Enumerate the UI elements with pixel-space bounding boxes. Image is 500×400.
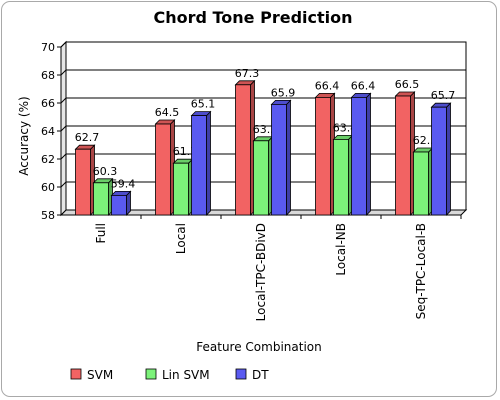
bar-top (394, 91, 416, 97)
bar-svm (315, 97, 331, 216)
bar-svm (155, 123, 171, 216)
y-tick-label: 58 (41, 209, 55, 222)
legend-label: SVM (87, 368, 113, 382)
plot-area: 5860626466687062.760.359.4Full64.561.765… (41, 40, 468, 321)
bar-dt (111, 194, 127, 216)
data-label: 62.7 (75, 131, 100, 144)
bar-svm (75, 148, 91, 216)
x-category-label: Full (94, 223, 108, 244)
bar-top (332, 134, 354, 140)
bar-top (234, 80, 256, 86)
bar-top (154, 119, 176, 125)
y-tick-label: 70 (41, 41, 55, 54)
data-label: 65.7 (431, 89, 456, 102)
bar-side (286, 99, 291, 216)
bar-side (446, 102, 451, 216)
legend-label: DT (252, 368, 269, 382)
bar-lin-svm (413, 151, 429, 216)
data-label: 60.3 (93, 165, 118, 178)
data-label: 64.5 (155, 106, 180, 119)
bar-top (190, 111, 212, 116)
legend-swatch-dt (235, 368, 247, 380)
bar-top (92, 178, 114, 184)
bar-top (314, 93, 336, 98)
legend-swatch-lin-svm (145, 368, 157, 380)
legend-swatch-svm (70, 368, 82, 380)
x-category-label: Local (174, 223, 188, 254)
chart-title: Chord Tone Prediction (153, 8, 352, 27)
bar-side (206, 110, 211, 216)
data-label: 65.1 (191, 98, 216, 111)
bar-dt (431, 106, 447, 216)
bar-top (172, 158, 194, 164)
bar-svm (395, 95, 411, 216)
y-tick-label: 64 (41, 125, 55, 138)
gridline-depth (60, 181, 67, 188)
x-category-label: Seq-TPC-Local-B (414, 223, 428, 319)
gridline-depth (60, 153, 67, 160)
bar-top (430, 102, 452, 108)
x-category-label: Local-NB (334, 223, 348, 276)
legend: SVM Lin SVM DT (70, 368, 269, 382)
data-label: 66.4 (315, 79, 340, 92)
bar-dt (191, 115, 207, 216)
bar-side (366, 92, 371, 216)
y-tick-label: 68 (41, 69, 55, 82)
x-axis-title: Feature Combination (196, 340, 321, 354)
bar-lin-svm (333, 138, 349, 216)
bar-top (74, 144, 96, 150)
data-label: 67.3 (235, 67, 260, 80)
bar-lin-svm (173, 162, 189, 216)
bar-dt (351, 97, 367, 216)
y-tick-label: 66 (41, 97, 55, 110)
x-category-label: Local-TPC-BDivD (254, 223, 268, 321)
bar-lin-svm (93, 182, 109, 216)
bar-top (412, 147, 434, 153)
data-label: 66.4 (351, 79, 376, 92)
data-label: 59.4 (111, 177, 136, 190)
bar-svm (235, 84, 251, 216)
bar-top (350, 93, 372, 98)
y-axis-title: Accuracy (%) (17, 96, 31, 175)
gridline-depth (60, 41, 67, 48)
gridline-depth (60, 97, 67, 104)
bar-top (270, 100, 292, 105)
legend-label: Lin SVM (162, 368, 210, 382)
data-label: 65.9 (271, 86, 296, 99)
y-tick-label: 60 (41, 181, 55, 194)
gridline-depth (60, 69, 67, 76)
gridline-depth (60, 125, 67, 132)
bar-top (110, 190, 132, 196)
bar-lin-svm (253, 140, 269, 216)
data-label: 66.5 (395, 78, 420, 91)
y-tick-label: 62 (41, 153, 55, 166)
bar-dt (271, 104, 287, 216)
bar-top (252, 136, 274, 142)
